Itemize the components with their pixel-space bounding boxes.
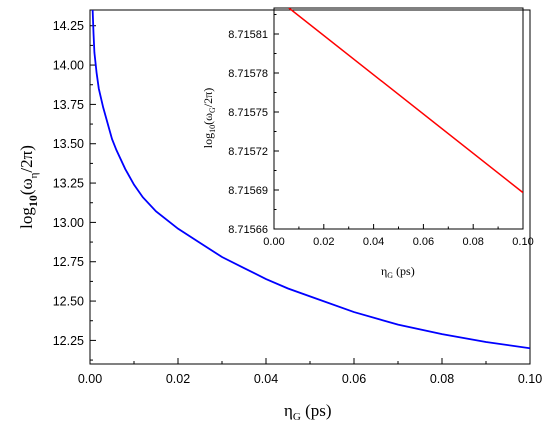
inset-x-tick-label: 0.08	[462, 236, 483, 248]
main-y-tick-label: 13.25	[53, 176, 84, 190]
inset-y-tick-label: 8.71578	[228, 68, 268, 80]
inset-x-tick-label: 0.00	[263, 236, 284, 248]
inset-y-tick-label: 8.71569	[228, 185, 268, 197]
inset-y-tick-label: 8.71575	[228, 107, 268, 119]
main-x-tick-label: 0.06	[342, 372, 366, 386]
main-y-tick-label: 13.00	[53, 216, 84, 230]
inset-x-tick-label: 0.06	[413, 236, 434, 248]
inset-x-tick-label: 0.10	[512, 236, 533, 248]
main-plot: 0.00 0.02 0.04 0.06 0.08 0.10 12.25 12.50 12.75 1…	[17, 9, 542, 423]
inset-x-tick-label: 0.04	[363, 236, 384, 248]
inset-y-tick-label: 8.71572	[228, 146, 268, 158]
inset-plot: 0.00 0.02 0.04 0.06 0.08 0.10 8.71566 8.71569 8.…	[201, 7, 534, 280]
main-x-tick-label: 0.02	[166, 372, 190, 386]
main-y-tick-label: 13.50	[53, 137, 84, 151]
main-y-tick-label: 14.00	[53, 58, 84, 72]
main-y-axis-title: log10(ωη/2π)	[17, 145, 40, 229]
inset-x-tick-label: 0.02	[313, 236, 334, 248]
inset-y-tick-label: 8.71566	[228, 224, 268, 236]
main-x-axis-title: ηG (ps)	[284, 401, 332, 423]
inset-series-line	[288, 8, 523, 194]
inset-y-axis-title: log10(ωG/2π)	[201, 88, 217, 148]
main-y-tick-label: 12.25	[53, 334, 84, 348]
main-frame	[89, 9, 531, 365]
main-x-tick-label: 0.00	[78, 372, 102, 386]
inset-x-axis-title: ηG (ps)	[381, 264, 415, 280]
main-y-tick-label: 12.50	[53, 294, 84, 308]
main-x-tick-label: 0.10	[518, 372, 542, 386]
inset-frame	[273, 7, 524, 230]
inset-y-tick-label: 8.71581	[228, 29, 268, 41]
main-series-line	[91, 10, 530, 350]
main-x-tick-label: 0.08	[430, 372, 454, 386]
main-y-tick-label: 14.25	[53, 19, 84, 33]
main-x-tick-label: 0.04	[254, 372, 278, 386]
main-y-tick-label: 12.75	[53, 255, 84, 269]
main-y-tick-label: 13.75	[53, 98, 84, 112]
